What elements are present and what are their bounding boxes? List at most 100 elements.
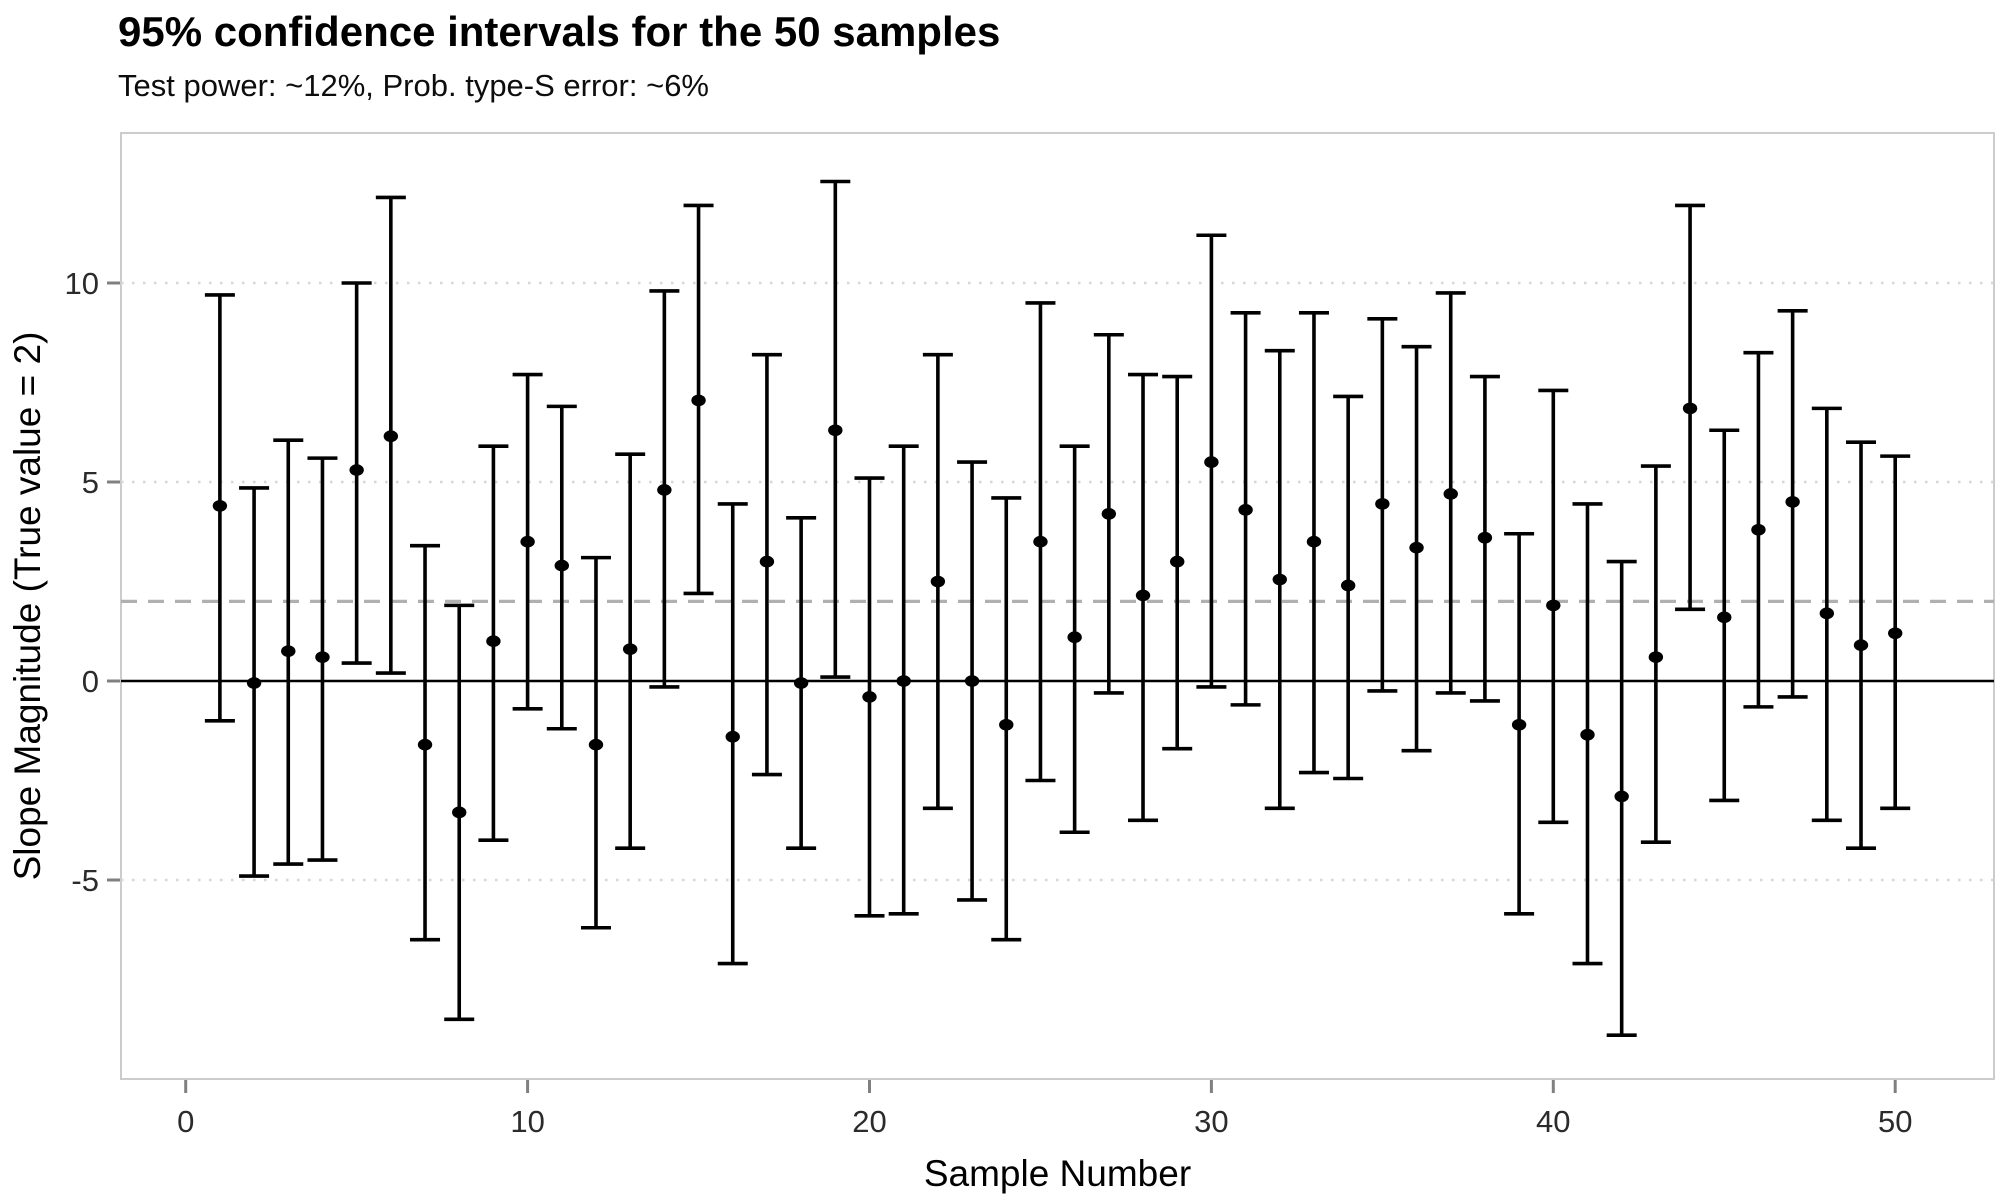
ci-bars [204,179,1911,1038]
ci-sample-50 [1880,454,1911,811]
point-estimate-13 [622,643,638,655]
ci-sample-18 [786,516,817,850]
ci-sample-3 [273,438,304,866]
ci-sample-1 [204,293,235,723]
ci-sample-47 [1777,309,1808,699]
point-estimate-23 [964,675,980,687]
x-tick-label-0: 0 [177,1104,194,1139]
point-estimate-34 [1340,579,1356,592]
point-estimate-44 [1682,402,1698,415]
point-estimate-40 [1546,599,1561,612]
ci-sample-2 [239,486,270,878]
point-estimate-7 [417,738,433,751]
point-estimate-2 [246,677,262,689]
ci-sample-10 [512,372,543,711]
x-tick-label-50: 50 [1878,1104,1912,1139]
ci-sample-33 [1298,311,1329,775]
point-estimate-30 [1204,456,1219,468]
point-estimate-18 [793,677,809,689]
point-estimate-15 [691,394,706,407]
point-estimate-36 [1409,541,1424,554]
point-estimate-5 [349,464,364,476]
ci-sample-35 [1367,317,1398,693]
ci-sample-6 [375,195,406,675]
point-estimate-46 [1751,523,1766,536]
point-estimate-49 [1853,639,1869,651]
ci-sample-25 [1025,301,1056,783]
point-estimate-11 [554,559,569,572]
ci-sample-21 [888,444,919,916]
point-estimate-43 [1648,651,1664,663]
point-estimate-26 [1067,631,1082,644]
point-estimate-21 [896,675,911,687]
point-estimate-47 [1785,496,1800,508]
ci-sample-46 [1743,350,1774,709]
ci-sample-23 [957,460,988,902]
ci-sample-39 [1504,531,1535,916]
y-tick-label--5: -5 [71,863,99,898]
ci-sample-31 [1230,311,1261,707]
ci-sample-30 [1196,233,1227,689]
point-estimate-38 [1477,531,1493,544]
point-estimate-39 [1511,718,1527,731]
ci-sample-9 [478,444,509,843]
y-tick-label-5: 5 [82,465,99,500]
point-estimate-17 [759,555,775,568]
ci-sample-7 [410,543,441,942]
point-estimate-1 [212,500,228,512]
chart-title: 95% confidence intervals for the 50 samp… [118,8,1001,55]
ci-sample-13 [615,452,646,850]
y-tick-label-0: 0 [82,664,99,699]
point-estimate-25 [1033,535,1048,548]
x-tick-label-30: 30 [1194,1104,1228,1139]
ci-sample-26 [1059,444,1090,835]
y-tick-label-10: 10 [65,266,99,301]
ci-sample-49 [1846,440,1877,850]
ci-sample-22 [922,352,953,811]
point-estimate-29 [1170,555,1185,568]
point-estimate-14 [657,484,672,496]
ci-sample-44 [1675,203,1706,612]
ci-sample-45 [1709,428,1740,803]
point-estimate-4 [315,651,330,663]
ci-sample-8 [444,603,475,1022]
ci-sample-12 [580,555,611,930]
x-tick-label-10: 10 [510,1104,544,1139]
point-estimate-22 [930,575,946,588]
ci-sample-24 [991,496,1022,942]
point-estimate-9 [486,635,501,647]
ci-sample-27 [1093,332,1124,695]
point-estimate-12 [588,738,604,751]
ci-sample-38 [1469,374,1500,703]
ci-sample-34 [1333,394,1364,781]
point-estimate-28 [1135,589,1151,602]
y-axis-title: Slope Magnitude (True value = 2) [7,332,48,881]
ci-sample-41 [1572,502,1603,966]
point-estimate-37 [1443,488,1458,500]
ci-sample-16 [717,502,748,966]
ci-sample-17 [751,352,782,777]
ci-sample-36 [1401,344,1432,753]
point-estimate-41 [1580,728,1595,741]
point-estimate-33 [1306,535,1322,548]
ci-sample-28 [1128,372,1159,823]
point-estimate-8 [452,806,467,819]
point-estimate-19 [828,424,843,437]
ci-sample-40 [1538,388,1569,825]
point-estimate-42 [1614,790,1629,803]
point-estimate-32 [1272,573,1287,586]
x-tick-label-20: 20 [852,1104,886,1139]
ci-sample-14 [649,289,680,689]
ci-sample-15 [683,203,714,596]
ci-sample-4 [307,456,338,862]
ci-sample-29 [1162,374,1193,751]
x-axis-title: Sample Number [924,1153,1191,1194]
ci-sample-20 [854,476,885,918]
plot-panel [120,132,1995,1080]
point-estimate-45 [1717,611,1732,624]
point-estimate-24 [999,718,1014,731]
point-estimate-20 [862,691,877,703]
point-estimate-3 [281,645,296,657]
